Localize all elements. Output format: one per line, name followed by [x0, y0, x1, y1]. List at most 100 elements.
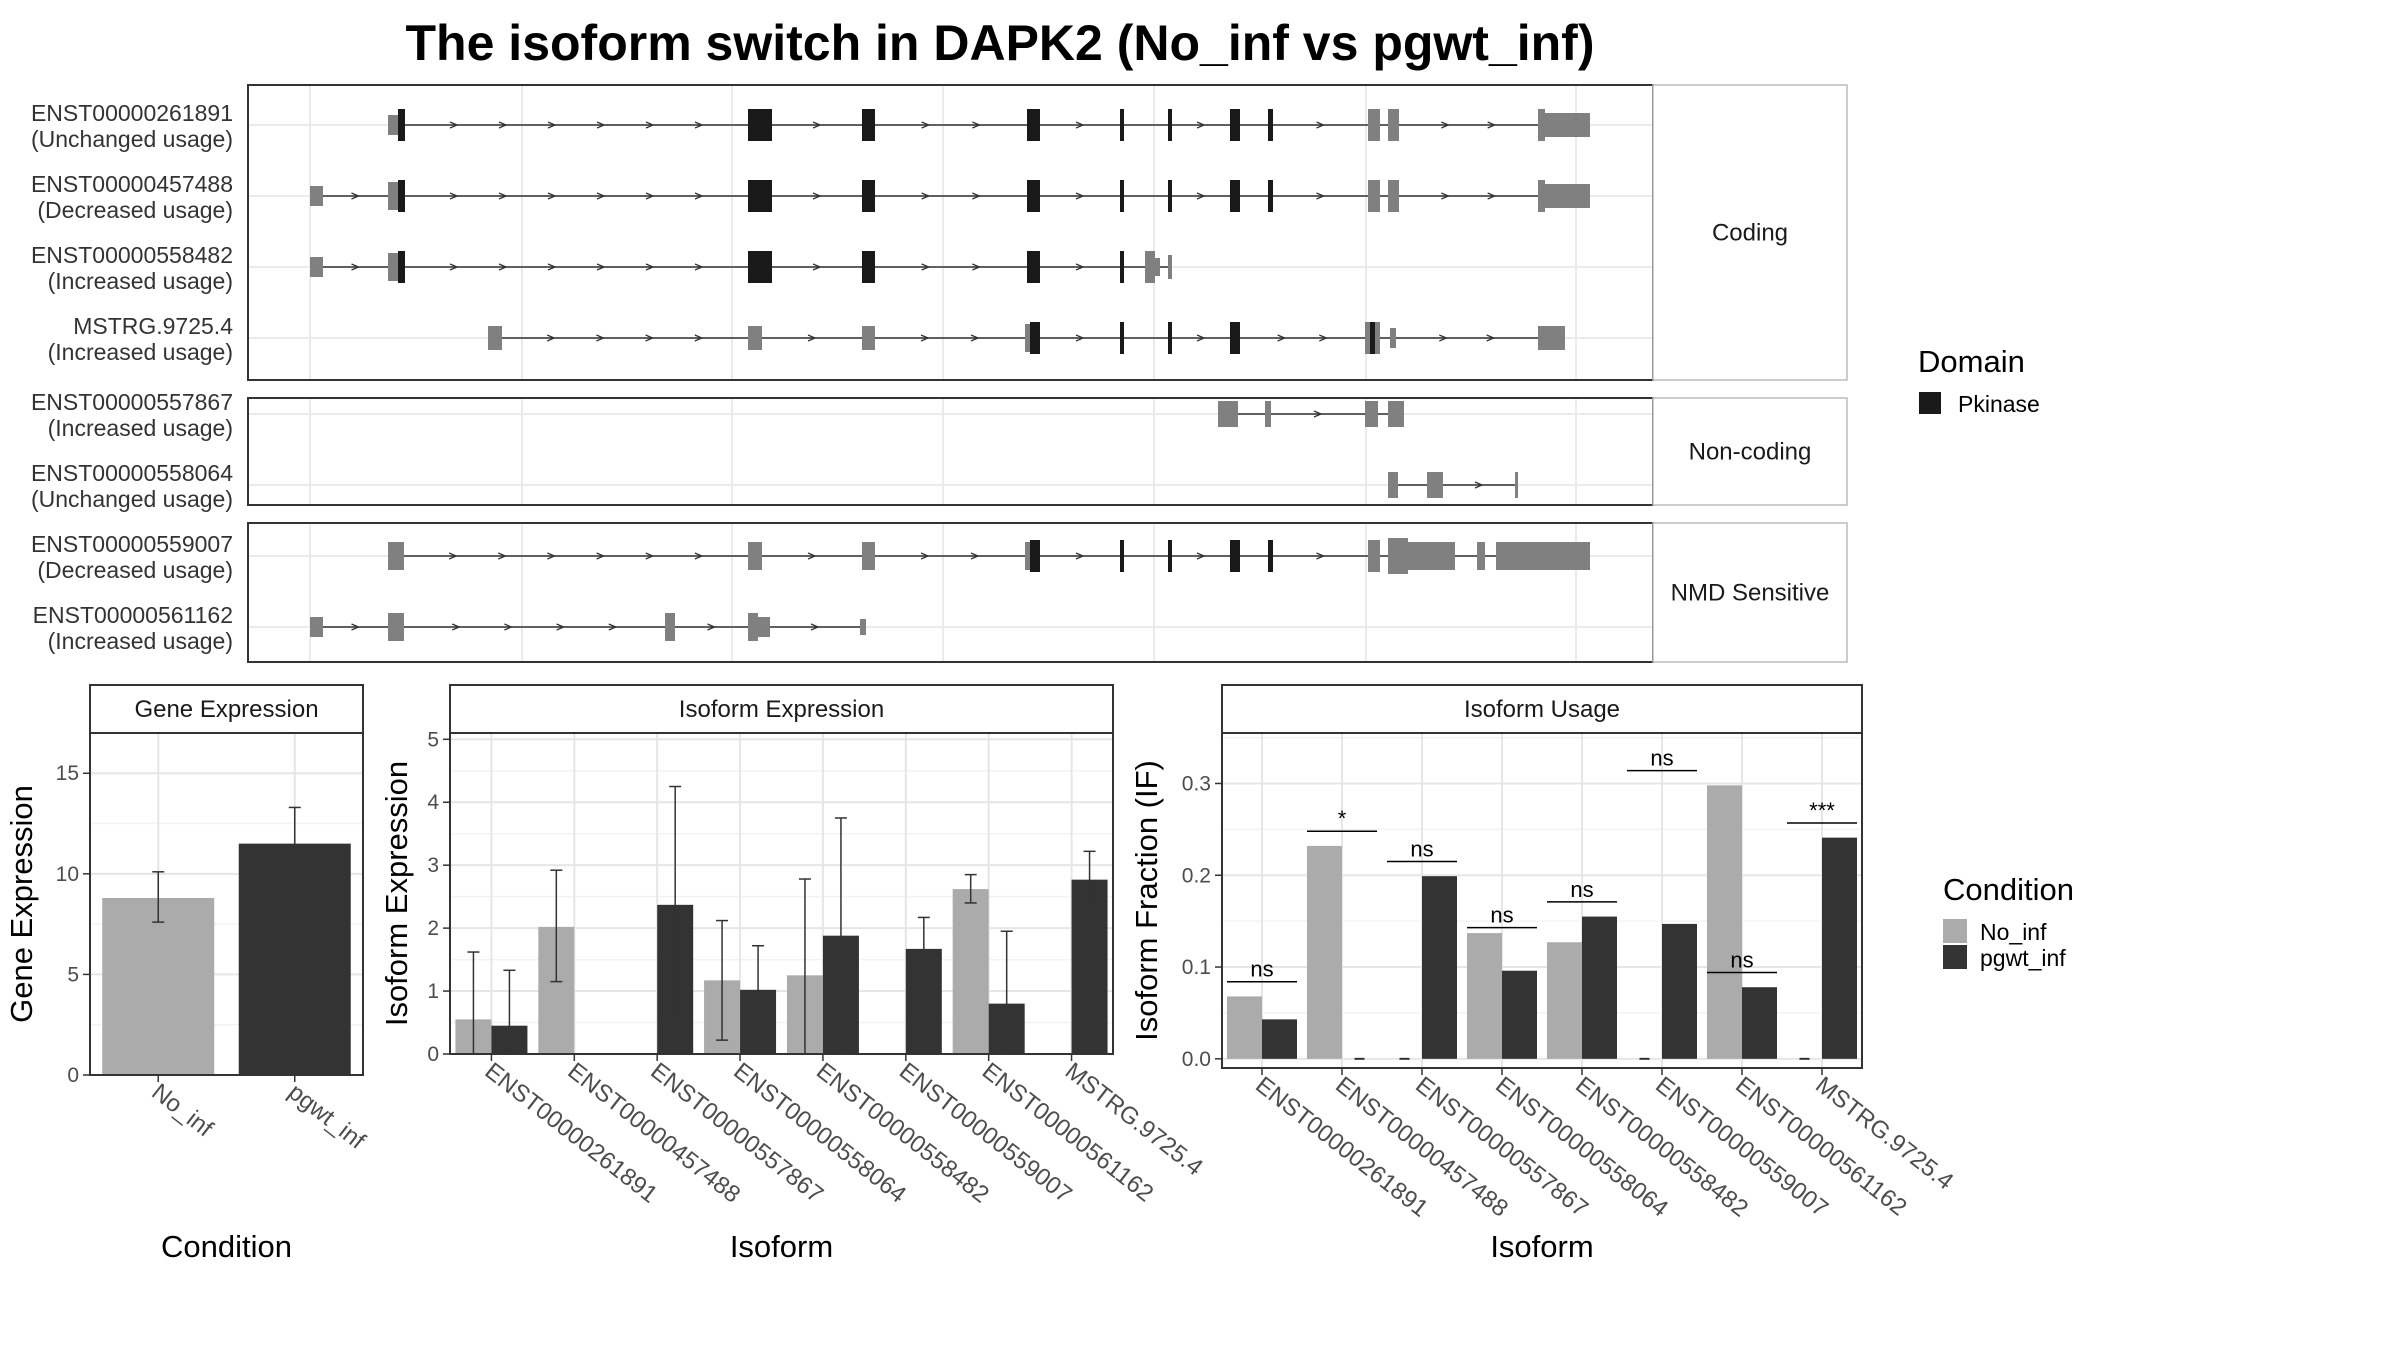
exon — [758, 617, 770, 637]
strand-arrow — [1316, 552, 1326, 560]
strand-arrow — [972, 192, 981, 200]
strand-arrow — [694, 263, 704, 271]
strand-arrow — [921, 121, 931, 129]
panel-strip — [89, 684, 364, 734]
exon — [1027, 180, 1040, 212]
x-tick-label: No_inf — [147, 1078, 219, 1142]
strand-arrow — [504, 623, 514, 631]
exon — [1168, 109, 1172, 141]
exon — [1538, 109, 1545, 141]
exon — [1388, 109, 1399, 141]
strand-arrow — [547, 552, 557, 560]
significance-label: ns — [1410, 836, 1433, 861]
exon — [1030, 540, 1040, 572]
significance-label: *** — [1809, 798, 1835, 823]
significance-label: * — [1338, 806, 1347, 831]
exon — [1265, 401, 1271, 427]
exon — [748, 180, 772, 212]
bar — [1307, 845, 1342, 1059]
strand-arrow — [707, 623, 717, 631]
strand-arrow — [694, 552, 704, 560]
exon — [488, 326, 502, 350]
isoform-id-label: ENST00000457488 — [31, 171, 233, 197]
exon — [1230, 109, 1240, 141]
exon — [388, 182, 398, 210]
strand-arrow — [1075, 552, 1085, 560]
isoform-usage-label: (Increased usage) — [48, 415, 233, 441]
isoform-id-label: ENST00000561162 — [33, 602, 233, 628]
strand-arrow — [1313, 410, 1323, 418]
condition-legend-title: Condition — [1943, 872, 2074, 907]
strand-arrow — [921, 263, 931, 271]
strand-arrow — [498, 263, 508, 271]
isoform-id-label: MSTRG.9725.4 — [73, 313, 233, 339]
x-tick-label: pgwt_inf — [283, 1078, 370, 1155]
exon — [1365, 322, 1370, 354]
condition-legend-key — [1943, 945, 1967, 969]
exon — [748, 251, 772, 283]
figure-title: The isoform switch in DAPK2 (No_inf vs p… — [406, 15, 1595, 71]
exon — [1168, 180, 1172, 212]
exon — [1268, 180, 1273, 212]
condition-legend-label: No_inf — [1980, 919, 2047, 945]
strand-arrow — [1075, 334, 1085, 342]
x-axis-title: Isoform — [730, 1229, 833, 1264]
exon — [1370, 322, 1375, 354]
strand-arrow — [1316, 192, 1326, 200]
strand-arrow — [1441, 121, 1450, 129]
isoform-usage-label: (Unchanged usage) — [31, 486, 233, 512]
exon — [1120, 109, 1124, 141]
domain-legend: Domain Pkinase — [1918, 344, 2040, 417]
exon — [860, 619, 866, 635]
exon — [1120, 251, 1124, 283]
isoform-usage-label: (Decreased usage) — [37, 197, 233, 223]
exon — [1368, 540, 1380, 572]
x-axis-title: Isoform — [1490, 1229, 1593, 1264]
bar — [952, 889, 989, 1054]
significance-label: ns — [1250, 957, 1273, 982]
exon — [862, 251, 875, 283]
exon — [1230, 322, 1240, 354]
strand-arrow — [351, 623, 361, 631]
significance-label: ns — [1490, 903, 1513, 928]
exon — [665, 613, 675, 641]
isoform-usage-label: (Increased usage) — [48, 268, 233, 294]
strand-arrow — [920, 334, 930, 342]
x-tick-label: MSTRG.9725.4 — [1810, 1071, 1958, 1195]
exon — [748, 109, 772, 141]
exon — [748, 542, 762, 570]
exon — [1268, 540, 1273, 572]
exon — [1545, 113, 1590, 137]
bar — [1662, 923, 1697, 1059]
bar — [238, 843, 351, 1075]
y-tick-label: 1 — [427, 980, 439, 1003]
strand-arrow — [970, 552, 980, 560]
y-tick-label: 2 — [427, 917, 439, 940]
exon — [1388, 538, 1408, 574]
exon — [748, 326, 762, 350]
y-axis-title: Gene Expression — [4, 785, 39, 1023]
strand-arrow — [645, 263, 655, 271]
exon — [1030, 322, 1040, 354]
exon — [310, 257, 323, 277]
strand-arrow — [596, 192, 606, 200]
strand-arrow — [1487, 121, 1497, 129]
isoform-usage-label: (Decreased usage) — [37, 557, 233, 583]
bar — [1707, 785, 1742, 1059]
strand-arrow — [1196, 334, 1206, 342]
strand-arrow — [1196, 192, 1206, 200]
domain-legend-label: Pkinase — [1958, 391, 2040, 417]
isoform-expression-panel: Isoform Expression012345ENST00000261891E… — [379, 684, 1208, 1264]
strand-arrow — [645, 192, 655, 200]
strand-arrow — [1277, 334, 1287, 342]
group-strip-label: NMD Sensitive — [1671, 580, 1830, 607]
y-tick-label: 0 — [427, 1043, 439, 1066]
exon — [1025, 324, 1030, 352]
exon — [1268, 109, 1273, 141]
panel-border — [1221, 732, 1863, 1069]
y-tick-label: 4 — [427, 791, 439, 814]
group-strip — [1652, 397, 1848, 506]
exon — [1168, 255, 1172, 279]
